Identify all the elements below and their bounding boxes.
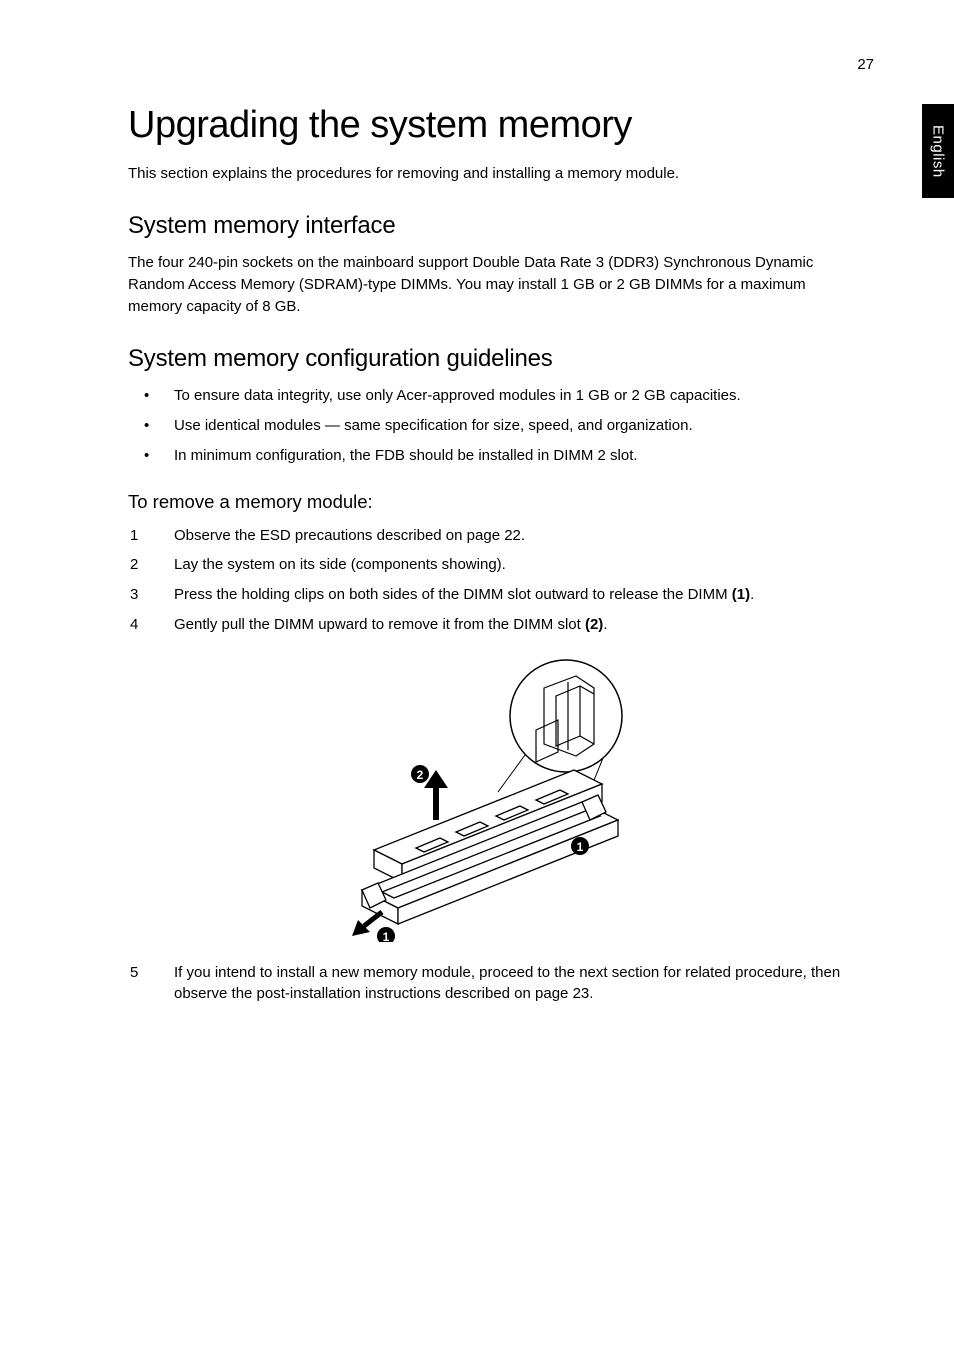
diagram-label-1: 1 — [577, 840, 584, 854]
page-content: Upgrading the system memory This section… — [128, 104, 848, 1005]
list-item: To ensure data integrity, use only Acer-… — [128, 385, 848, 407]
step-text: . — [603, 616, 607, 633]
page-number: 27 — [857, 56, 874, 73]
diagram-label-1: 1 — [383, 930, 390, 942]
step-text: Press the holding clips on both sides of… — [174, 586, 732, 603]
list-item: Press the holding clips on both sides of… — [128, 584, 848, 606]
list-item: Observe the ESD precautions described on… — [128, 525, 848, 547]
procedure-title: To remove a memory module: — [128, 491, 848, 513]
procedure-steps: Observe the ESD precautions described on… — [128, 525, 848, 636]
step-ref: (2) — [585, 616, 603, 633]
list-item: Gently pull the DIMM upward to remove it… — [128, 614, 848, 636]
list-item: Lay the system on its side (components s… — [128, 554, 848, 576]
diagram-label-2: 2 — [417, 768, 424, 782]
list-item: Use identical modules — same specificati… — [128, 415, 848, 437]
section-body-interface: The four 240-pin sockets on the mainboar… — [128, 252, 848, 317]
guidelines-list: To ensure data integrity, use only Acer-… — [128, 385, 848, 466]
step-text: . — [750, 586, 754, 603]
language-tab: English — [922, 104, 954, 198]
section-title-interface: System memory interface — [128, 212, 848, 240]
diagram-container: 2 1 1 — [128, 652, 848, 942]
step-text: Gently pull the DIMM upward to remove it… — [174, 616, 585, 633]
section-title-guidelines: System memory configuration guidelines — [128, 345, 848, 373]
intro-paragraph: This section explains the procedures for… — [128, 163, 848, 184]
procedure-steps-continued: If you intend to install a new memory mo… — [128, 962, 848, 1006]
page-title: Upgrading the system memory — [128, 104, 848, 147]
step-ref: (1) — [732, 586, 750, 603]
list-item: In minimum configuration, the FDB should… — [128, 445, 848, 467]
list-item: If you intend to install a new memory mo… — [128, 962, 848, 1006]
dimm-removal-diagram: 2 1 1 — [328, 652, 648, 942]
